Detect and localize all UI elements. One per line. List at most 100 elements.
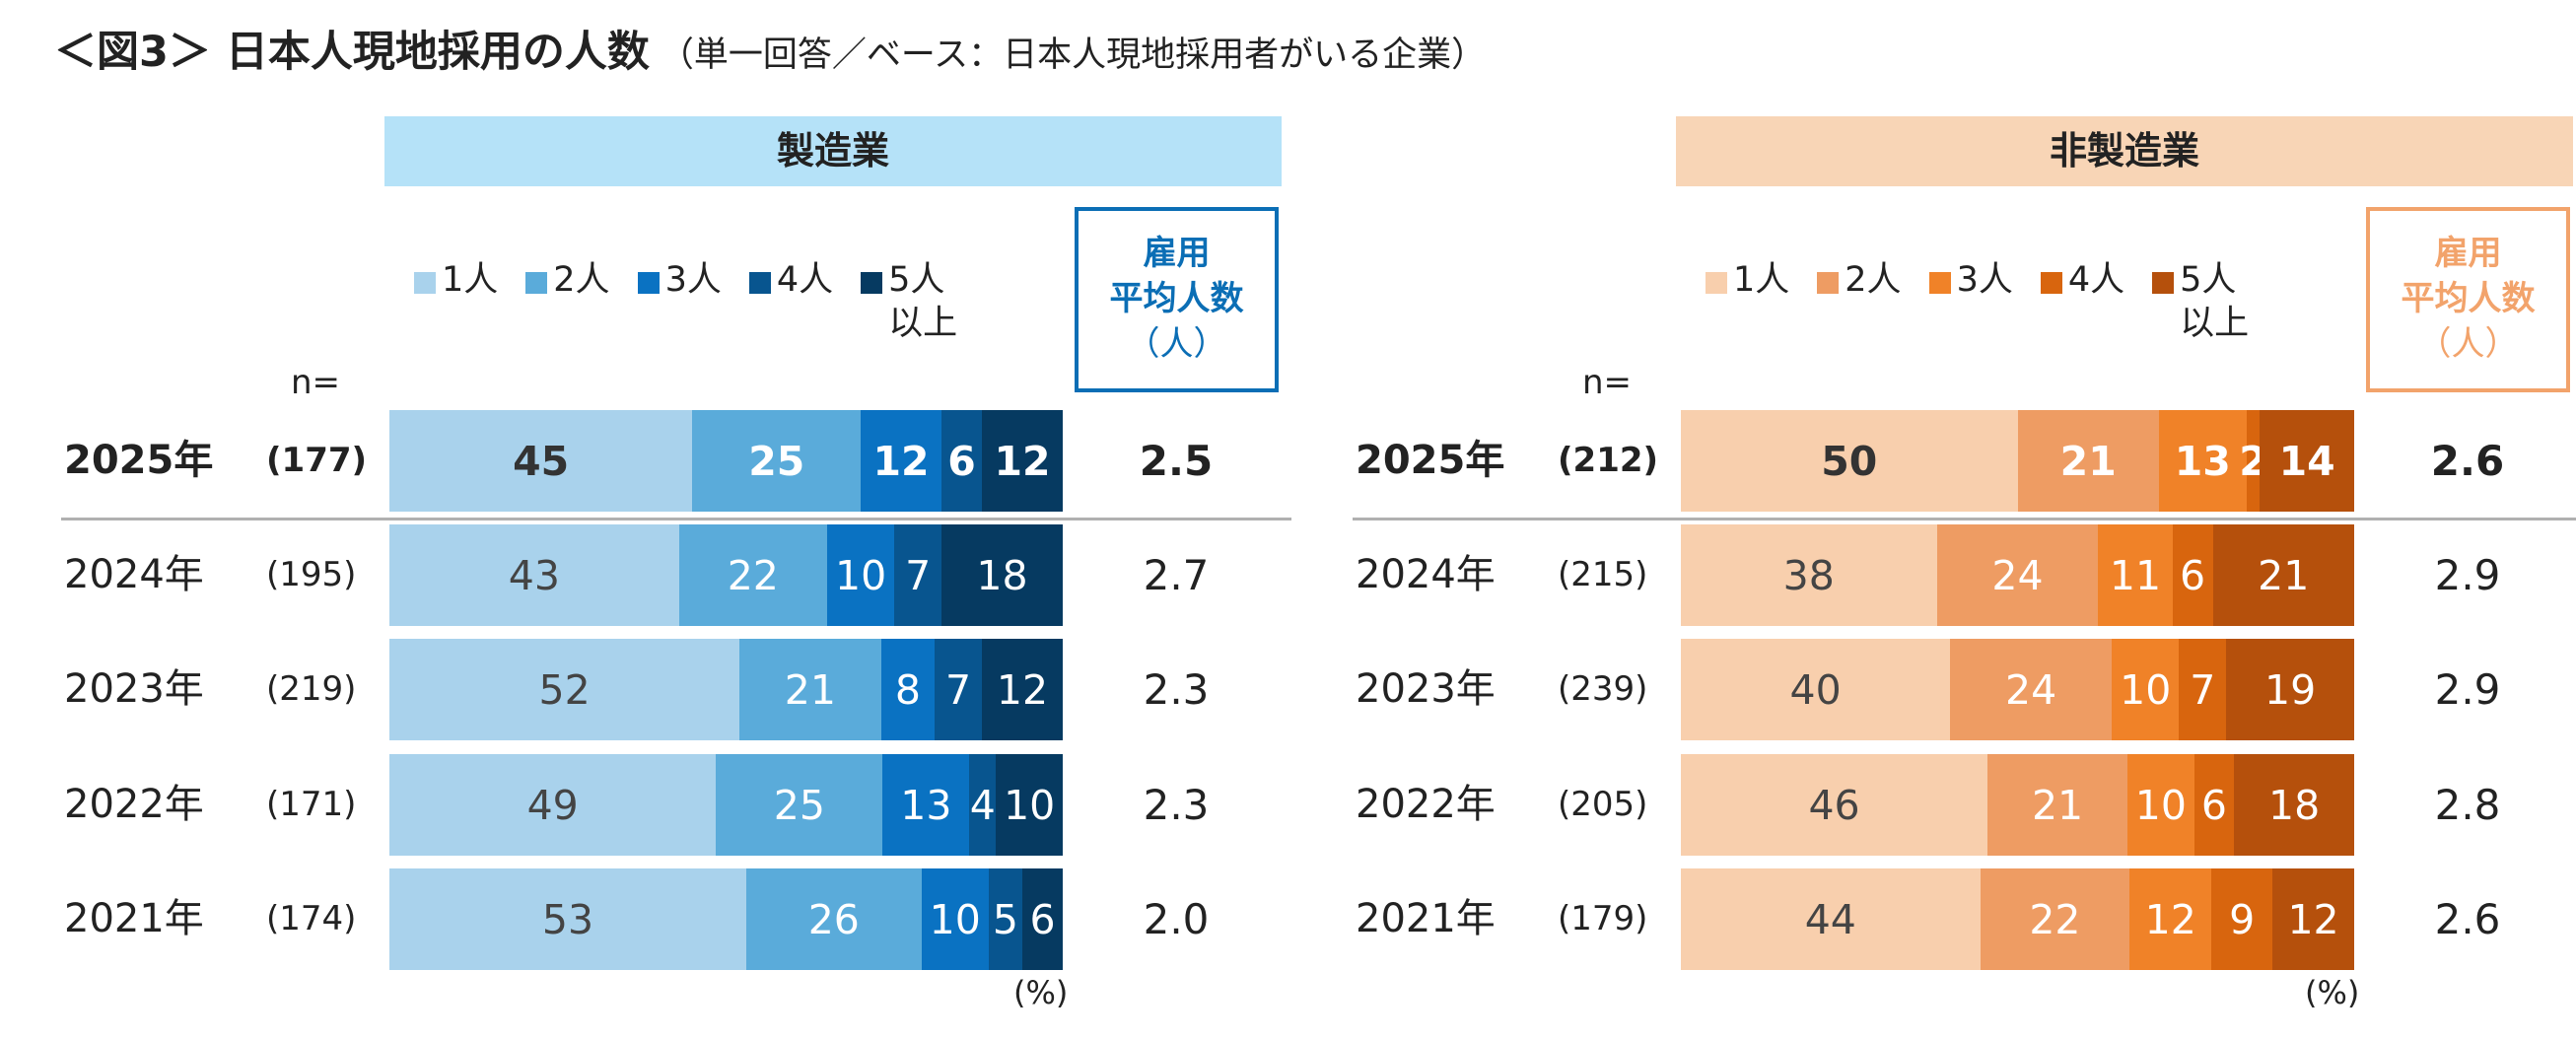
legend-label: 5人 以上 (2180, 260, 2250, 343)
legend-swatch (1706, 272, 1727, 294)
legend-item: 3人 (1928, 258, 2013, 345)
year-label: 2021年 (64, 896, 204, 941)
bar-segment: 4 (969, 754, 997, 856)
manufacturing-header: 製造業 (384, 116, 1282, 186)
bar-segment: 44 (1681, 868, 1981, 970)
stacked-bar: 49 25 13 4 10 (389, 754, 1063, 856)
n-header: n= (291, 363, 341, 402)
bar-row: 2023年 (239) 40 24 10 7 19 2.9 (1291, 639, 2573, 740)
bar-segment: 22 (1980, 868, 2130, 970)
bar-segment: 10 (2127, 754, 2194, 856)
sample-size: (174) (266, 899, 357, 938)
average-value: 2.9 (2434, 665, 2501, 714)
year-label: 2023年 (64, 666, 204, 712)
legend-swatch (748, 272, 771, 294)
bar-row: 2025年 (212) 50 21 13 2 14 2.6 (1291, 410, 2573, 512)
legend-item: 5人 以上 (2152, 258, 2249, 345)
bar-row: 2024年 (215) 38 24 11 6 21 2.9 (1291, 524, 2573, 626)
sample-size: (219) (266, 669, 357, 709)
bar-segment: 53 (389, 868, 746, 970)
year-label: 2024年 (1356, 552, 1496, 597)
sample-size: (215) (1558, 555, 1648, 594)
stacked-bar: 38 24 11 6 21 (1681, 524, 2354, 626)
bar-segment: 21 (1987, 754, 2128, 856)
bar-row: 2021年 (174) 53 26 10 5 6 2.0 (0, 868, 1282, 970)
legend-label: 4人 (2067, 260, 2125, 300)
legend-swatch (414, 272, 436, 294)
manufacturing-avg-header-box: 雇用 平均人数 （人） (1075, 207, 1279, 392)
stacked-bar: 44 22 12 9 12 (1681, 868, 2354, 970)
separator-line (61, 518, 1291, 520)
non-manufacturing-legend: 1人 2人 3人 4人 5人 以上 (1706, 258, 2249, 345)
legend-swatch (1817, 272, 1840, 294)
bar-segment: 6 (2193, 754, 2235, 856)
bar-segment: 50 (1681, 410, 2018, 512)
sample-size: (205) (1558, 785, 1648, 824)
sample-size: (171) (266, 785, 357, 824)
year-label: 2022年 (64, 782, 204, 827)
bar-segment: 6 (1022, 868, 1063, 970)
average-value: 2.3 (1143, 781, 1210, 829)
sample-size: (177) (266, 441, 368, 480)
legend-item: 1人 (1706, 258, 1789, 345)
stacked-bar: 45 25 12 6 12 (389, 410, 1063, 512)
bar-segment: 13 (882, 754, 970, 856)
manufacturing-panel: 製造業 1人 2人 3人 4人 5人 以上 雇用 平均人数 （人） n= 2025年 (177) 45 2… (0, 0, 1291, 1040)
year-label: 2023年 (1356, 666, 1496, 712)
bar-segment: 7 (894, 524, 942, 626)
bar-segment: 18 (941, 524, 1063, 626)
legend-label: 3人 (1956, 260, 2013, 300)
legend-item: 2人 (525, 258, 610, 345)
legend-item: 5人 以上 (861, 258, 957, 345)
bar-row: 2022年 (205) 46 21 10 6 18 2.8 (1291, 754, 2573, 856)
sample-size: (212) (1558, 441, 1659, 480)
non-manufacturing-avg-header-box: 雇用 平均人数 （人） (2366, 207, 2570, 392)
average-value: 2.6 (2434, 895, 2501, 943)
bar-segment: 9 (2211, 868, 2273, 970)
average-value: 2.5 (1139, 437, 1214, 485)
bar-row: 2022年 (171) 49 25 13 4 10 2.3 (0, 754, 1282, 856)
bar-row: 2021年 (179) 44 22 12 9 12 2.6 (1291, 868, 2573, 970)
legend-item: 4人 (2040, 258, 2125, 345)
bar-segment: 10 (2112, 639, 2180, 740)
year-label: 2025年 (1356, 438, 1505, 483)
bar-segment: 24 (1936, 524, 2099, 626)
bar-segment: 22 (678, 524, 827, 626)
legend-item: 4人 (748, 258, 834, 345)
avg-header-line2: 平均人数 (2401, 279, 2536, 318)
bar-segment: 49 (389, 754, 717, 856)
stacked-bar: 43 22 10 7 18 (389, 524, 1063, 626)
bar-row: 2025年 (177) 45 25 12 6 12 2.5 (0, 410, 1282, 512)
legend-label: 4人 (776, 260, 834, 300)
n-header: n= (1582, 363, 1633, 402)
legend-label: 2人 (553, 260, 610, 300)
bar-segment: 21 (2017, 410, 2159, 512)
stacked-bar: 46 21 10 6 18 (1681, 754, 2354, 856)
avg-header-line3: （人） (2417, 324, 2519, 364)
manufacturing-legend: 1人 2人 3人 4人 5人 以上 (414, 258, 957, 345)
legend-label: 3人 (664, 260, 722, 300)
title-main: ＜図3＞ 日本人現地採用の人数 (54, 28, 650, 77)
legend-swatch (525, 272, 548, 294)
legend-label: 2人 (1845, 260, 1902, 300)
bar-segment: 21 (2212, 524, 2354, 626)
stacked-bar: 53 26 10 5 6 (389, 868, 1063, 970)
separator-line (1353, 518, 2576, 520)
bar-segment: 12 (861, 410, 942, 512)
bar-segment: 12 (2129, 868, 2212, 970)
bar-segment: 13 (2158, 410, 2247, 512)
bar-segment: 46 (1681, 754, 1988, 856)
legend-item: 2人 (1817, 258, 1902, 345)
chart-title: ＜図3＞ 日本人現地採用の人数 （単一回答／ベース：日本人現地採用者がいる企業） (54, 18, 1486, 79)
bar-segment: 11 (2098, 524, 2173, 626)
average-value: 2.8 (2434, 781, 2501, 829)
title-sub: （単一回答／ベース：日本人現地採用者がいる企業） (659, 35, 1487, 75)
stacked-bar: 40 24 10 7 19 (1681, 639, 2354, 740)
avg-header-line1: 雇用 (1143, 234, 1211, 273)
bar-segment: 25 (716, 754, 883, 856)
bar-segment: 7 (935, 639, 982, 740)
bar-segment: 10 (921, 868, 989, 970)
average-value: 2.6 (2430, 437, 2505, 485)
legend-swatch (2152, 272, 2175, 294)
year-label: 2025年 (64, 438, 214, 483)
